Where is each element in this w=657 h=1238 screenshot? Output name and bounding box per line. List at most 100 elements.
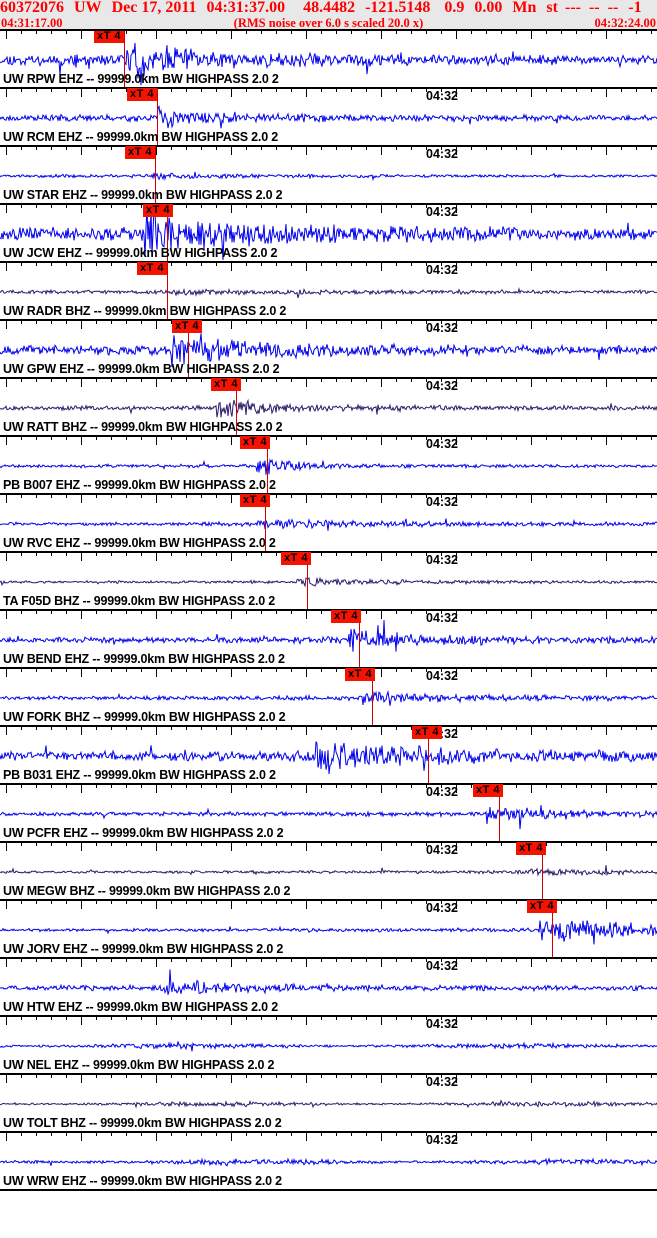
phase-pick-line[interactable] bbox=[499, 784, 500, 842]
trace-row[interactable]: 04:32 xT 4 PB B007 EHZ -- 99999.0km BW HIG… bbox=[0, 436, 657, 494]
axis-tick-minor bbox=[261, 1074, 262, 1078]
phase-pick-line[interactable] bbox=[552, 900, 553, 958]
axis-tick-major bbox=[231, 262, 232, 271]
phase-pick-line[interactable] bbox=[155, 146, 156, 204]
axis-tick-major bbox=[306, 204, 307, 213]
axis-tick-minor bbox=[291, 378, 292, 382]
row-separator bbox=[0, 725, 657, 727]
phase-pick-tag[interactable]: xT 4 bbox=[527, 900, 557, 913]
trace-row[interactable]: 04:32 xT 4 UW RCM EHZ -- 99999.0km BW HIGH… bbox=[0, 88, 657, 146]
trace-row[interactable]: 04:32 xT 4 UW JORV EHZ -- 99999.0km BW HIG… bbox=[0, 900, 657, 958]
phase-pick-tag[interactable]: xT 4 bbox=[172, 320, 202, 333]
axis-tick-major bbox=[531, 30, 532, 39]
row-separator bbox=[0, 87, 657, 89]
phase-pick-tag[interactable]: xT 4 bbox=[143, 204, 173, 217]
trace-row[interactable]: 04:32 UW TOLT BHZ -- 99999.0km BW HIGHPAS… bbox=[0, 1074, 657, 1132]
seismogram-trace-stack[interactable]: xT 4 UW RPW EHZ -- 99999.0km BW HIGHPASS … bbox=[0, 29, 657, 1238]
axis-tick-minor bbox=[246, 900, 247, 904]
trace-row[interactable]: 04:32 xT 4 UW FORK BHZ -- 99999.0km BW HIG… bbox=[0, 668, 657, 726]
channel-label: UW GPW EHZ -- 99999.0km BW HIGHPASS 2.0 … bbox=[3, 362, 280, 376]
phase-pick-tag[interactable]: xT 4 bbox=[473, 784, 503, 797]
axis-tick-minor bbox=[366, 262, 367, 266]
axis-tick-minor bbox=[591, 726, 592, 730]
phase-pick-line[interactable] bbox=[359, 610, 360, 668]
phase-pick-tag[interactable]: xT 4 bbox=[281, 552, 311, 565]
axis-tick-minor bbox=[636, 610, 637, 614]
axis-tick-minor bbox=[201, 610, 202, 614]
axis-tick-minor bbox=[426, 784, 427, 788]
trace-row[interactable]: 04:32 xT 4 UW STAR EHZ -- 99999.0km BW HIG… bbox=[0, 146, 657, 204]
axis-tick-minor bbox=[291, 900, 292, 904]
phase-pick-tag[interactable]: xT 4 bbox=[211, 378, 241, 391]
axis-tick-minor bbox=[516, 1132, 517, 1136]
phase-pick-line[interactable] bbox=[372, 668, 373, 726]
axis-tick-minor bbox=[126, 494, 127, 498]
axis-tick-major bbox=[6, 88, 7, 97]
axis-time-label: 04:32 bbox=[426, 901, 458, 915]
phase-pick-tag[interactable]: xT 4 bbox=[240, 494, 270, 507]
axis-tick-minor bbox=[21, 30, 22, 34]
axis-tick-major bbox=[6, 958, 7, 967]
phase-pick-tag[interactable]: xT 4 bbox=[127, 88, 157, 101]
axis-tick-major bbox=[531, 436, 532, 445]
phase-pick-line[interactable] bbox=[236, 378, 237, 436]
axis-tick-major bbox=[606, 88, 607, 97]
phase-pick-tag[interactable]: xT 4 bbox=[516, 842, 546, 855]
axis-tick-minor bbox=[636, 436, 637, 440]
trace-row[interactable]: 04:32 xT 4 UW GPW EHZ -- 99999.0km BW HIGH… bbox=[0, 320, 657, 378]
trace-row[interactable]: 04:32 xT 4 UW RADR BHZ -- 99999.0km BW HIG… bbox=[0, 262, 657, 320]
phase-pick-tag[interactable]: xT 4 bbox=[125, 146, 155, 159]
axis-tick-minor bbox=[66, 378, 67, 382]
phase-pick-line[interactable] bbox=[265, 494, 266, 552]
axis-tick-major bbox=[306, 88, 307, 97]
time-axis bbox=[0, 494, 657, 503]
phase-pick-tag[interactable]: xT 4 bbox=[94, 30, 124, 43]
phase-pick-line[interactable] bbox=[157, 88, 158, 146]
axis-tick-major bbox=[606, 494, 607, 503]
axis-tick-minor bbox=[411, 552, 412, 556]
axis-tick-minor bbox=[411, 262, 412, 266]
axis-tick-minor bbox=[126, 842, 127, 846]
trace-row[interactable]: 04:32 UW WRW EHZ -- 99999.0km BW HIGHPASS… bbox=[0, 1132, 657, 1190]
phase-pick-line[interactable] bbox=[167, 262, 168, 320]
axis-tick-major bbox=[306, 146, 307, 155]
phase-pick-line[interactable] bbox=[124, 30, 125, 88]
axis-tick-minor bbox=[411, 842, 412, 846]
trace-row[interactable]: 04:32 xT 4 UW PCFR EHZ -- 99999.0km BW HIG… bbox=[0, 784, 657, 842]
axis-tick-minor bbox=[546, 668, 547, 672]
trace-row[interactable]: 04:32 xT 4 TA F05D BHZ -- 99999.0km BW HIG… bbox=[0, 552, 657, 610]
phase-pick-tag[interactable]: xT 4 bbox=[240, 436, 270, 449]
waveform bbox=[0, 287, 657, 299]
trace-row[interactable]: 04:32 xT 4 UW MEGW BHZ -- 99999.0km BW HIG… bbox=[0, 842, 657, 900]
phase-pick-line[interactable] bbox=[542, 842, 543, 900]
axis-tick-major bbox=[606, 1132, 607, 1141]
phase-pick-tag[interactable]: xT 4 bbox=[331, 610, 361, 623]
phase-pick-line[interactable] bbox=[188, 320, 189, 378]
axis-tick-minor bbox=[66, 30, 67, 34]
axis-tick-major bbox=[456, 1132, 457, 1141]
phase-pick-line[interactable] bbox=[428, 726, 429, 784]
trace-row[interactable]: 04:32 xT 4 UW RVC EHZ -- 99999.0km BW HIGH… bbox=[0, 494, 657, 552]
phase-pick-line[interactable] bbox=[167, 204, 168, 262]
axis-tick-minor bbox=[546, 494, 547, 498]
time-axis bbox=[0, 842, 657, 851]
axis-tick-minor bbox=[216, 88, 217, 92]
waveform bbox=[0, 1041, 657, 1052]
phase-pick-line[interactable] bbox=[307, 552, 308, 610]
phase-pick-tag[interactable]: xT 4 bbox=[345, 668, 375, 681]
axis-tick-major bbox=[381, 668, 382, 677]
trace-row[interactable]: 04:32 UW NEL EHZ -- 99999.0km BW HIGHPASS… bbox=[0, 1016, 657, 1074]
axis-tick-minor bbox=[51, 436, 52, 440]
trace-row[interactable]: 04:32 xT 4 UW JCW EHZ -- 99999.0km BW HIGH… bbox=[0, 204, 657, 262]
axis-tick-major bbox=[531, 784, 532, 793]
axis-tick-major bbox=[81, 1074, 82, 1083]
trace-row[interactable]: xT 4 UW RPW EHZ -- 99999.0km BW HIGHPASS … bbox=[0, 30, 657, 88]
phase-pick-tag[interactable]: xT 4 bbox=[137, 262, 167, 275]
axis-tick-minor bbox=[501, 204, 502, 208]
phase-pick-tag[interactable]: xT 4 bbox=[412, 726, 442, 739]
trace-row[interactable]: 04:32 xT 4 UW BEND EHZ -- 99999.0km BW HIG… bbox=[0, 610, 657, 668]
trace-row[interactable]: 04:32 UW HTW EHZ -- 99999.0km BW HIGHPASS… bbox=[0, 958, 657, 1016]
phase-pick-line[interactable] bbox=[267, 436, 268, 494]
trace-row[interactable]: 04:32 xT 4 UW RATT BHZ -- 99999.0km BW HIG… bbox=[0, 378, 657, 436]
